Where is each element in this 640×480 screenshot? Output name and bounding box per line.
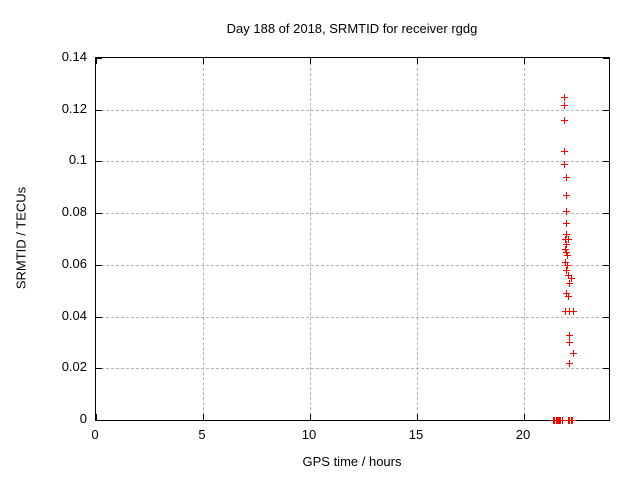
y-tick-mark [96,110,102,111]
data-point [568,275,575,282]
y-tick-label: 0.08 [61,204,87,219]
grid-line-horizontal [96,317,609,318]
data-point [561,102,568,109]
plot-area [95,57,610,424]
data-point [563,241,570,248]
data-point [563,267,570,274]
y-tick-mark [96,58,102,59]
y-axis-label: SRMTID / TECUs [13,186,29,290]
x-tick-mark [96,414,97,420]
data-point [564,252,571,259]
y-tick-mark [96,317,102,318]
y-tick-mark [96,213,102,214]
data-point [561,161,568,168]
x-tick-mark [203,414,204,420]
x-tick-mark [524,58,525,64]
y-tick-label: 0.04 [61,308,87,323]
grid-line-horizontal [96,368,609,369]
data-point [562,308,569,315]
y-tick-mark [96,420,102,421]
y-tick-label: 0.14 [61,49,87,64]
x-axis-label: GPS time / hours [302,454,402,469]
grid-line-horizontal [96,110,609,111]
data-point [559,417,566,424]
data-point [570,350,577,357]
data-point [564,262,571,269]
data-point [566,280,573,287]
data-point [565,272,572,279]
y-tick-mark [603,213,609,214]
data-point [563,174,570,181]
data-point [562,246,569,253]
x-tick-mark [524,414,525,420]
grid-line-vertical [203,58,204,420]
grid-line-vertical [524,58,525,420]
y-tick-mark [603,368,609,369]
y-tick-mark [96,161,102,162]
grid-line-horizontal [96,161,609,162]
grid-line-horizontal [96,265,609,266]
y-tick-label: 0.1 [68,152,87,167]
y-tick-mark [603,265,609,266]
data-point [562,259,569,266]
data-point [563,290,570,297]
data-point [565,236,572,243]
x-tick-mark [203,58,204,64]
x-tick-label: 20 [515,427,531,442]
y-tick-mark [603,110,609,111]
data-point [566,332,573,339]
y-tick-mark [603,58,609,59]
y-tick-mark [96,368,102,369]
y-tick-mark [96,265,102,266]
data-point [566,308,573,315]
y-tick-label: 0.02 [61,359,87,374]
data-point [563,249,570,256]
data-point [566,360,573,367]
grid-line-horizontal [96,213,609,214]
y-tick-mark [603,317,609,318]
data-point [563,192,570,199]
grid-line-vertical [417,58,418,420]
x-tick-label: 15 [408,427,424,442]
x-tick-mark [310,414,311,420]
y-tick-label: 0.06 [61,256,87,271]
x-tick-label: 5 [198,427,206,442]
data-point [561,94,568,101]
x-tick-mark [417,414,418,420]
y-tick-mark [603,420,609,421]
data-point [566,339,573,346]
data-point [570,308,577,315]
y-tick-label: 0 [79,411,87,426]
y-tick-mark [603,161,609,162]
data-point [563,208,570,215]
x-tick-mark [310,58,311,64]
data-point [561,148,568,155]
data-point [565,293,572,300]
y-tick-label: 0.12 [61,101,87,116]
data-point [561,117,568,124]
x-tick-label: 0 [91,427,99,442]
chart-title: Day 188 of 2018, SRMTID for receiver rgd… [226,21,478,36]
x-tick-mark [96,58,97,64]
data-point [563,220,570,227]
x-tick-mark [417,58,418,64]
data-point [569,417,576,424]
data-point [563,231,570,238]
x-tick-label: 10 [301,427,317,442]
grid-line-vertical [310,58,311,420]
